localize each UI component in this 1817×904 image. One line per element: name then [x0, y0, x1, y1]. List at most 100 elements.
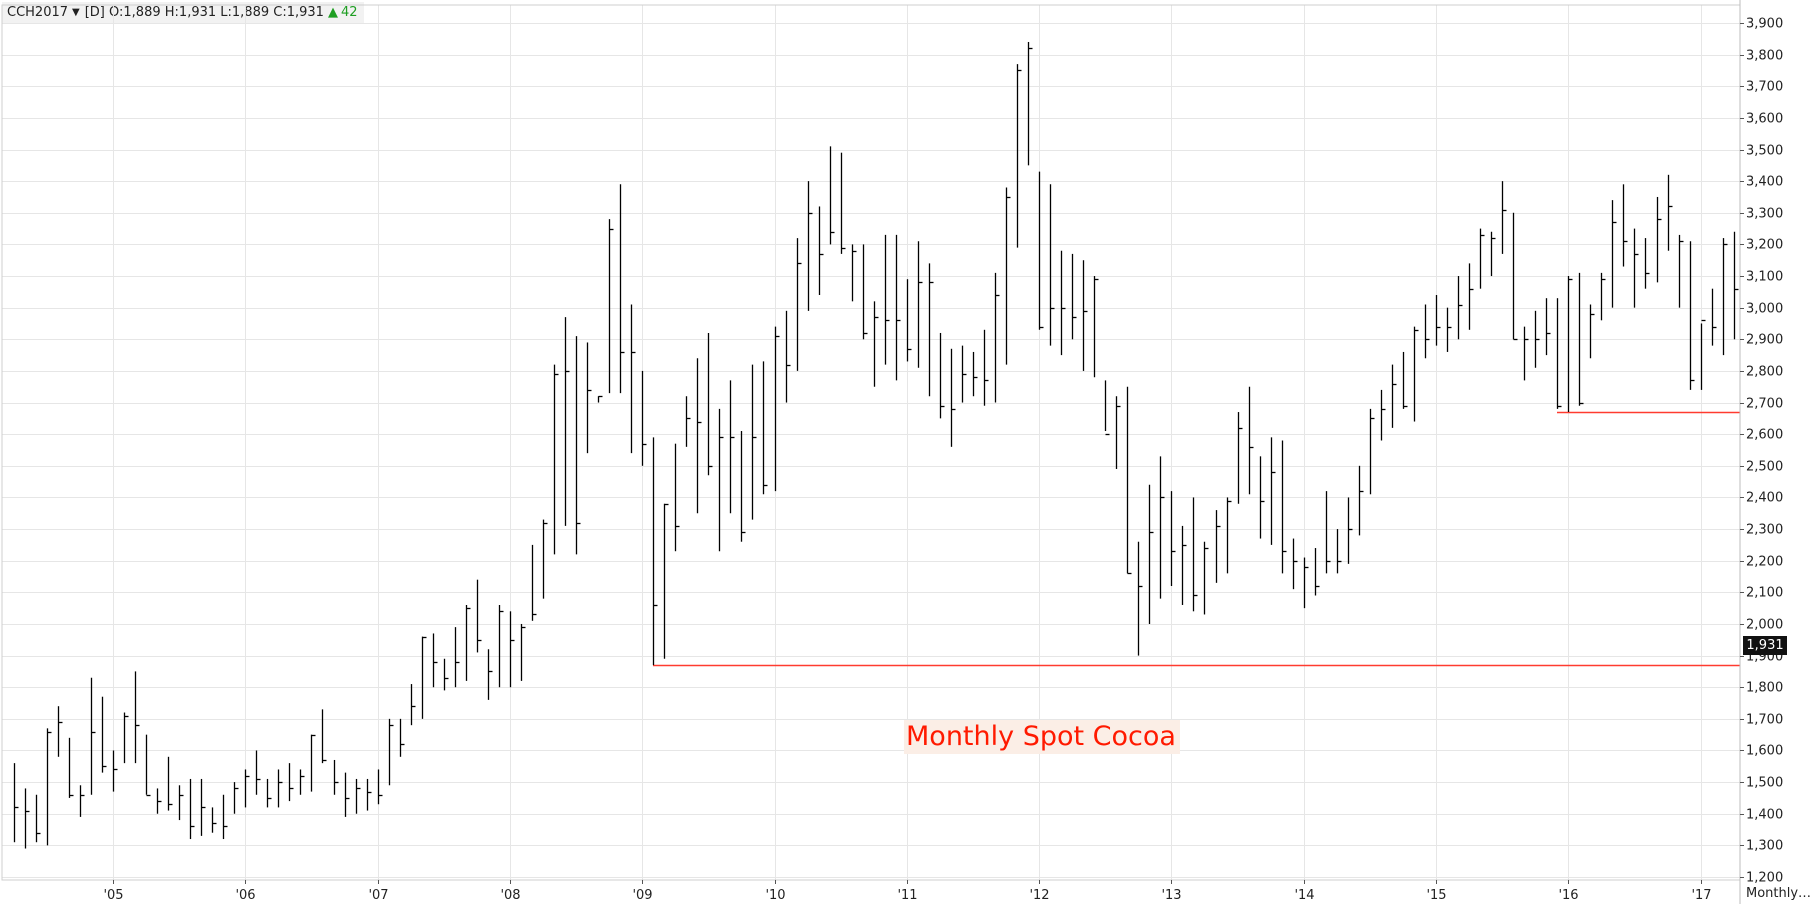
y-tick-label: 2,000 [1746, 618, 1783, 633]
ohlc-bar [145, 734, 151, 797]
x-tick-label: '12 [1029, 888, 1049, 903]
ohlc-bar [751, 364, 757, 520]
ohlc-bar [1104, 380, 1110, 436]
ohlc-bar [509, 611, 515, 688]
ohlc-bar [994, 272, 1000, 403]
change-value: 42 [340, 5, 358, 20]
x-tick-label: '05 [103, 888, 123, 903]
y-tick-label: 3,200 [1746, 238, 1783, 253]
ohlc-bar [1611, 200, 1617, 308]
ohlc-bar [432, 633, 438, 688]
ohlc-bar [487, 649, 493, 700]
ohlc-bar [597, 395, 603, 403]
ohlc-bar [35, 794, 41, 843]
ohlc-bar [1215, 510, 1221, 583]
ohlc-bar [1567, 276, 1573, 413]
ohlc-bar [917, 241, 923, 368]
ohlc-bar [785, 310, 791, 403]
ohlc-bar [1656, 196, 1662, 283]
ohlc-bar [685, 396, 691, 447]
y-tick-label: 3,700 [1746, 80, 1783, 95]
ohlc-bar [355, 778, 361, 814]
symbol-name[interactable]: CCH2017 [7, 5, 69, 20]
ohlc-bar [1336, 529, 1342, 574]
ohlc-bar [1038, 171, 1044, 330]
ohlc-bar [1270, 437, 1276, 545]
ohlc-bar [564, 317, 570, 526]
ohlc-bar [1005, 187, 1011, 365]
y-tick-label: 2,500 [1746, 460, 1783, 475]
ohlc-bar [167, 756, 173, 811]
ohlc-bar [465, 604, 471, 681]
ohlc-bar [57, 706, 63, 757]
x-tick-label: '15 [1426, 888, 1446, 903]
ohlc-bar [266, 778, 272, 808]
ohlc-bar [1060, 250, 1066, 356]
ohlc-bar [950, 348, 956, 447]
ohlc-bar [1446, 307, 1452, 352]
ohlc-bar [1159, 456, 1165, 599]
ohlc-bar [1435, 295, 1441, 346]
ohlc-bar [399, 718, 405, 757]
ohlc-bar [156, 788, 162, 814]
ohlc-bar [1259, 456, 1265, 539]
symbol-legend[interactable]: CCH2017 ▼ [D] O:1,889 H:1,931 L:1,889 C:… [2, 2, 364, 23]
ohlc-bar [740, 431, 746, 542]
ohlc-bar [377, 769, 383, 805]
y-tick-label: 2,400 [1746, 491, 1783, 506]
close-value: C:1,931 [273, 5, 324, 20]
timeframe-label: [D] [84, 5, 105, 20]
period-selector[interactable]: Monthly… [1746, 886, 1812, 901]
y-tick-label: 3,600 [1746, 112, 1783, 127]
ohlc-bar [233, 782, 239, 814]
ohlc-bar [1479, 228, 1485, 289]
ohlc-bar [1678, 234, 1684, 308]
y-tick-label: 2,700 [1746, 397, 1783, 412]
ohlc-bar [1457, 276, 1463, 340]
ohlc-bar [630, 304, 636, 454]
ohlc-bar [1424, 304, 1430, 359]
ohlc-bar [1148, 484, 1154, 624]
ohlc-bar [652, 437, 658, 666]
ohlc-bar [674, 443, 680, 552]
ohlc-bar [1556, 298, 1562, 409]
ohlc-bar [1082, 260, 1088, 371]
ohlc-bar [189, 778, 195, 840]
ohlc-bar [1049, 184, 1055, 346]
ohlc-bar [619, 184, 625, 394]
ohlc-bar [1126, 386, 1132, 575]
ohlc-bar [1358, 465, 1364, 536]
ohlc-bar [421, 636, 427, 719]
ohlc-bar [244, 769, 250, 808]
chart-annotation[interactable]: Monthly Spot Cocoa [904, 720, 1180, 754]
ohlc-bar [1292, 538, 1298, 590]
ohlc-bar [707, 332, 713, 476]
x-tick-label: '09 [632, 888, 652, 903]
ohlc-bar [1347, 497, 1353, 564]
ohlc-bar [211, 807, 217, 833]
ohlc-bar [1501, 181, 1507, 254]
ohlc-bar [1071, 253, 1077, 340]
ohlc-bar [1303, 557, 1309, 609]
y-tick-label: 1,300 [1746, 839, 1783, 854]
ohlc-bars [13, 41, 1739, 849]
ohlc-bar [983, 329, 989, 406]
triangle-down-icon[interactable]: ▼ [72, 7, 80, 18]
ohlc-bar [531, 544, 537, 621]
ohlc-bar [762, 361, 768, 495]
ohlc-bar [961, 345, 967, 403]
ohlc-bar [1137, 541, 1143, 656]
ohlc-bar [1490, 231, 1496, 277]
triangle-up-icon: ▲ [327, 5, 338, 20]
ohlc-bar [1512, 212, 1518, 341]
ohlc-bar [520, 623, 526, 681]
ohlc-bar [663, 503, 669, 659]
ohlc-bar [1027, 41, 1033, 166]
ohlc-bar [123, 712, 129, 764]
ohlc-bar [333, 759, 339, 795]
y-tick-label: 1,200 [1746, 871, 1783, 886]
ohlc-bar [1380, 389, 1386, 441]
y-tick-label: 1,800 [1746, 681, 1783, 696]
